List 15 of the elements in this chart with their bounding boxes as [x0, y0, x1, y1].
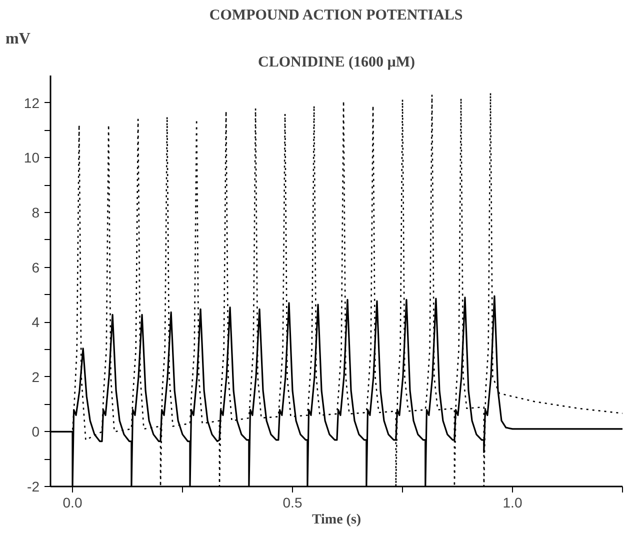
- y-tick-label: 10: [24, 150, 40, 166]
- y-axis-title: mV: [6, 30, 31, 48]
- x-tick-label: 1.0: [502, 494, 522, 510]
- x-tick-label: 0.5: [282, 494, 302, 510]
- y-tick-label: 6: [32, 259, 40, 276]
- y-tick-label: -2: [27, 478, 40, 494]
- y-tick-label: 4: [32, 314, 40, 330]
- y-tick-label: 2: [32, 368, 40, 385]
- y-tick-label: 8: [32, 204, 40, 220]
- x-tick-label: 0.0: [62, 494, 82, 510]
- y-tick-label: 0: [32, 424, 40, 440]
- chart-title: COMPOUND ACTION POTENTIALS: [209, 8, 463, 24]
- chart-subtitle: CLONIDINE (1600 µM): [258, 54, 415, 70]
- y-tick-label: 12: [24, 94, 40, 111]
- x-axis-title: Time (s): [312, 512, 362, 528]
